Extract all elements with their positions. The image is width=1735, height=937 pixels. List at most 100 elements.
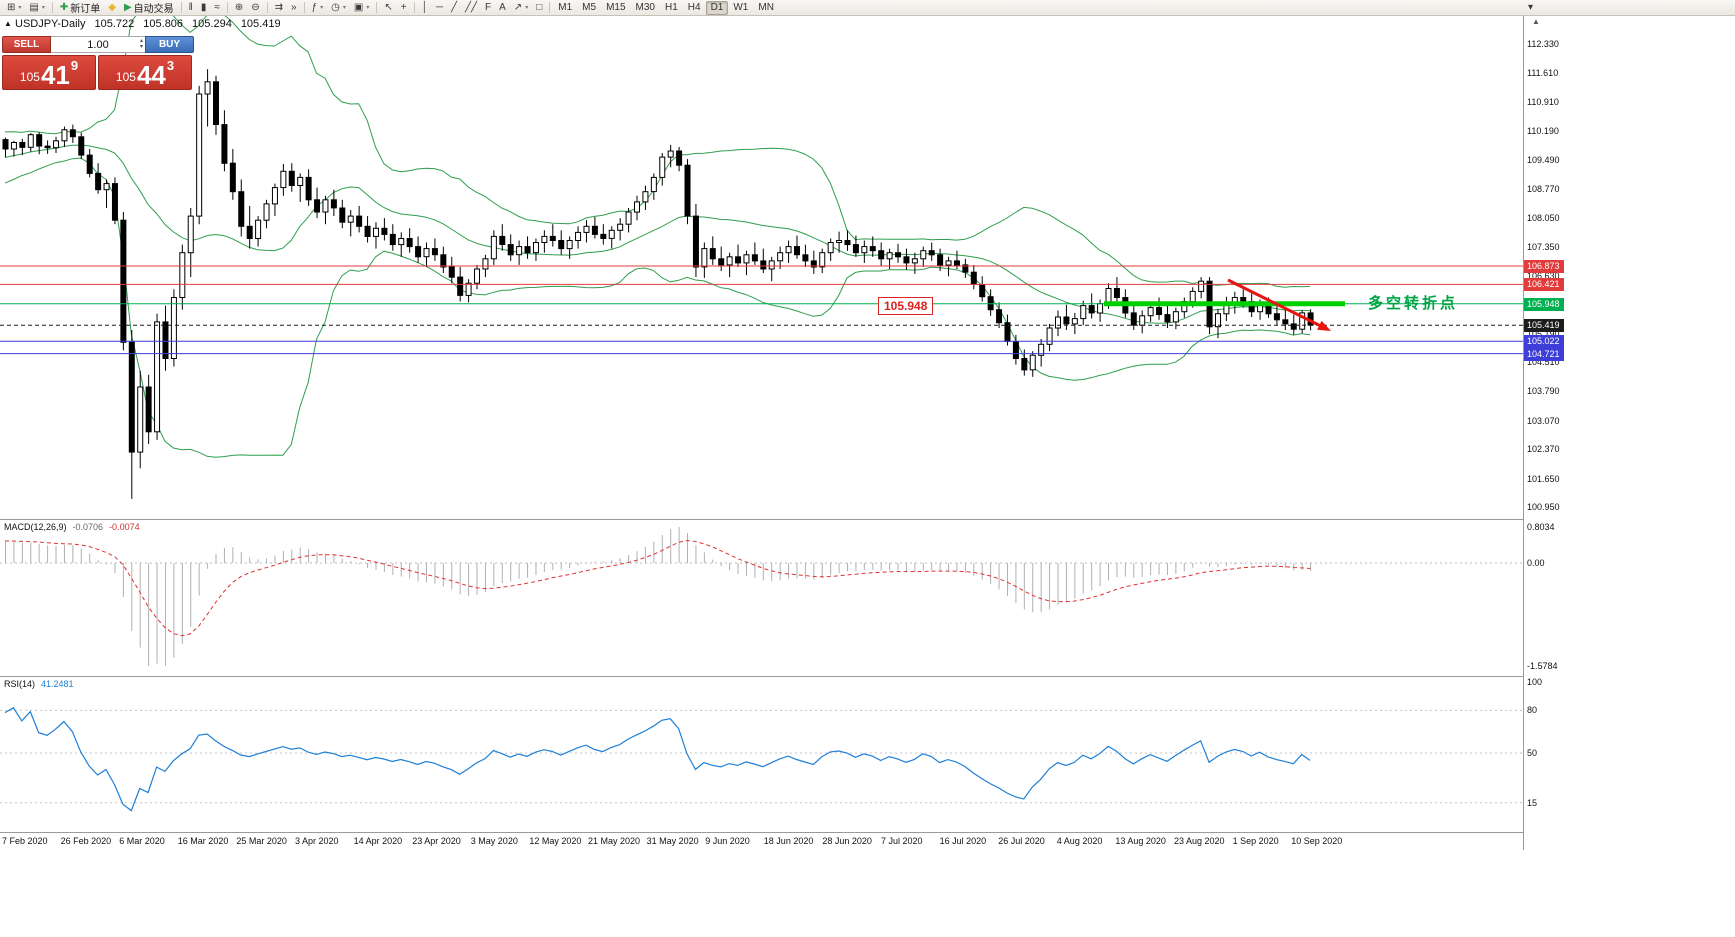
indicators-button[interactable]: ƒ ▾ [308, 1, 328, 15]
annotations-layer [1104, 278, 1345, 331]
buy-button[interactable]: BUY [145, 36, 194, 53]
tf-m30-button[interactable]: M30 [635, 2, 655, 13]
line-chart-button[interactable]: ≈ [210, 1, 224, 15]
text-button[interactable]: A [495, 1, 510, 15]
bid-pips: 41 [40, 59, 70, 90]
fibonacci-button[interactable]: F [481, 1, 495, 15]
candle [1273, 313, 1280, 321]
candle [154, 321, 161, 433]
chart-window: 7 Feb 2020 26 Feb 2020 6 Mar 2020 16 Mar 20… [0, 16, 1735, 937]
candle [465, 282, 472, 296]
tf-h1-button[interactable]: H1 [664, 2, 678, 13]
bid-price-button[interactable]: 105 41 9 [2, 55, 96, 90]
vertical-line-button[interactable]: │ [418, 1, 432, 15]
level-price-badge: 104.721 [1524, 347, 1564, 361]
candle [238, 191, 245, 227]
chart-shift-button[interactable]: » [287, 1, 301, 15]
date-label: 3 May 2020 [470, 836, 518, 846]
candle [457, 276, 464, 296]
candle [196, 93, 203, 217]
horizontal-line-button[interactable]: ─ [432, 1, 447, 15]
price-chart-area[interactable] [0, 16, 1523, 519]
toolbar-separator [266, 2, 268, 13]
candle [1097, 303, 1104, 314]
new-chart-button[interactable]: ⊞ ▾ [3, 1, 25, 15]
date-label: 7 Feb 2020 [2, 836, 48, 846]
candle [221, 124, 228, 164]
shapes-button[interactable]: □ [532, 1, 546, 15]
sell-button[interactable]: SELL [2, 36, 51, 53]
empty-panel-area [1564, 16, 1735, 937]
candle [1088, 305, 1095, 314]
macd-panel-area[interactable] [0, 519, 1523, 676]
indicators-caret-icon: ▾ [320, 5, 324, 11]
line-chart-icon: ≈ [214, 1, 220, 13]
new-order-button[interactable]: ✚ 新订单 [56, 1, 104, 15]
tf-m1-button[interactable]: M1 [558, 2, 573, 13]
candle [10, 142, 17, 150]
toolbar: ⊞ ▾ ▤ ▾ ✚ 新订单 ◆ ▶ 自动交易 ‖ ▮ ≈ ⊕ ⊖ ⇉» ƒ ▾ ◷ ▾ ▣ ▾ ↖ + │ ─ ╱ ╱╱ F A ↗ ▾ □ M… [0, 0, 1735, 16]
tf-h4-button[interactable]: H4 [687, 2, 701, 13]
candle [1139, 315, 1146, 326]
toolbar-overflow-icon: ▾ [1528, 2, 1534, 13]
price-scale[interactable]: ▲ 112.330 111.610 110.910 110.190 109.490 108… [1523, 16, 1564, 850]
volume-down-icon[interactable]: ▾ [139, 44, 143, 50]
rsi-panel-area[interactable] [0, 676, 1523, 832]
trend-note-text: 多空转折点 [1368, 295, 1459, 312]
zoom-out-button[interactable]: ⊖ [247, 1, 263, 15]
tf-m15-button[interactable]: M15 [606, 2, 626, 13]
tf-mn-button[interactable]: MN [758, 2, 774, 13]
volume-up-icon[interactable]: ▴ [139, 38, 143, 44]
candle [507, 244, 514, 256]
channel-button[interactable]: ╱╱ [461, 1, 481, 15]
ask-price-button[interactable]: 105 44 3 [98, 55, 192, 90]
candle [844, 240, 851, 246]
candle [937, 254, 944, 266]
bar-chart-button[interactable]: ‖ [185, 1, 197, 15]
candle [802, 254, 809, 262]
candle [1130, 312, 1137, 326]
time-scale[interactable]: 7 Feb 2020 26 Feb 2020 6 Mar 2020 16 Mar 20… [0, 832, 1563, 850]
candle [928, 250, 935, 256]
candlestick-chart-button[interactable]: ▮ [197, 1, 211, 15]
candle [19, 142, 26, 148]
ask-point: 3 [166, 58, 175, 73]
candle [1021, 358, 1028, 371]
toolbar-overflow-button[interactable]: ▾ [1524, 1, 1537, 15]
panel-divider[interactable] [0, 676, 1563, 677]
toolbar-separator [180, 2, 182, 13]
candle [103, 183, 110, 191]
tf-w1-button[interactable]: W1 [733, 2, 749, 13]
macd-main-value: -0.0706 [72, 522, 104, 532]
date-label: 1 Sep 2020 [1232, 836, 1279, 846]
metaeditor-button[interactable]: ◆ [104, 1, 120, 15]
ohlc-high: 105.806 [143, 18, 184, 30]
cursor-button[interactable]: ↖ [380, 1, 396, 15]
candle [785, 246, 792, 254]
crosshair-button[interactable]: + [397, 1, 411, 15]
tf-m5-button[interactable]: M5 [582, 2, 597, 13]
auto-scroll-button[interactable]: ⇉ [271, 1, 287, 15]
trendline-button[interactable]: ╱ [447, 1, 461, 15]
one-click-collapse-icon[interactable]: ▲ [4, 19, 12, 28]
candle [322, 199, 329, 213]
price-tick: 100.950 [1527, 502, 1560, 512]
templates-button[interactable]: ▣ ▾ [350, 1, 373, 15]
rsi-scale-tick: 15 [1527, 797, 1538, 808]
arrows-button[interactable]: ↗ ▾ [510, 1, 532, 15]
ohlc-open: 105.722 [94, 18, 135, 30]
candle [145, 386, 152, 433]
price-tick: 103.070 [1527, 415, 1560, 426]
profiles-button[interactable]: ▤ ▾ [25, 1, 48, 15]
volume-input[interactable]: 1.00 ▴ ▾ [51, 36, 145, 53]
tf-d1-button[interactable]: D1 [705, 0, 729, 15]
autotrading-button[interactable]: ▶ 自动交易 [120, 1, 178, 15]
candle [1290, 323, 1297, 330]
panel-divider[interactable] [0, 519, 1563, 520]
periods-button[interactable]: ◷ ▾ [327, 1, 350, 15]
date-label: 13 Aug 2020 [1115, 836, 1166, 846]
candle [1240, 297, 1247, 303]
autotrading-button-label: 自动交易 [133, 4, 174, 15]
zoom-in-button[interactable]: ⊕ [231, 1, 247, 15]
candle [27, 134, 34, 148]
